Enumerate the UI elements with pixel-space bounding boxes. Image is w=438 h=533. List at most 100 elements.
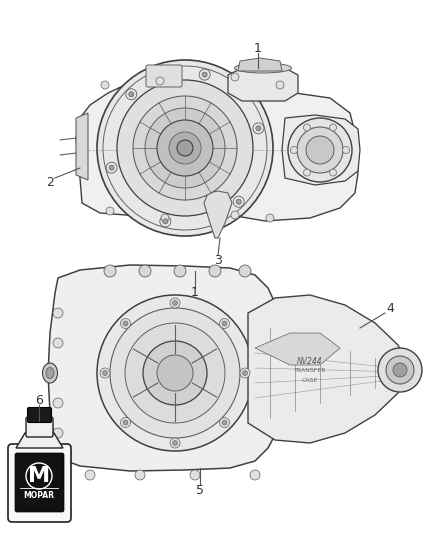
- Circle shape: [169, 132, 201, 164]
- Circle shape: [288, 118, 352, 182]
- FancyBboxPatch shape: [146, 65, 182, 87]
- Circle shape: [266, 214, 274, 222]
- Circle shape: [378, 348, 422, 392]
- Circle shape: [306, 136, 334, 164]
- Circle shape: [135, 470, 145, 480]
- Circle shape: [253, 123, 264, 134]
- Polygon shape: [238, 58, 282, 71]
- Circle shape: [219, 319, 230, 328]
- Circle shape: [53, 398, 63, 408]
- Text: M: M: [28, 466, 50, 486]
- Text: 6: 6: [35, 393, 43, 407]
- Circle shape: [123, 321, 128, 326]
- Circle shape: [161, 214, 169, 222]
- Circle shape: [157, 355, 193, 391]
- Circle shape: [143, 341, 207, 405]
- Circle shape: [126, 89, 137, 100]
- Circle shape: [110, 308, 240, 438]
- Text: 3: 3: [214, 254, 222, 268]
- Circle shape: [173, 440, 177, 446]
- Circle shape: [199, 69, 210, 80]
- Circle shape: [100, 368, 110, 378]
- Circle shape: [160, 216, 171, 227]
- Text: 1: 1: [191, 287, 199, 300]
- Text: 1: 1: [254, 42, 262, 54]
- Circle shape: [102, 370, 107, 376]
- Circle shape: [145, 108, 225, 188]
- FancyBboxPatch shape: [15, 453, 64, 512]
- Ellipse shape: [234, 63, 292, 73]
- FancyBboxPatch shape: [26, 417, 53, 437]
- Circle shape: [222, 420, 227, 425]
- Text: TRANSFER: TRANSFER: [294, 368, 326, 374]
- Circle shape: [386, 356, 414, 384]
- Circle shape: [174, 265, 186, 277]
- Ellipse shape: [42, 363, 57, 383]
- Circle shape: [202, 72, 207, 77]
- Text: 5: 5: [196, 484, 204, 497]
- Circle shape: [170, 438, 180, 448]
- Polygon shape: [228, 68, 298, 101]
- Circle shape: [240, 368, 250, 378]
- Circle shape: [170, 298, 180, 308]
- Circle shape: [177, 140, 193, 156]
- Circle shape: [190, 470, 200, 480]
- Circle shape: [243, 370, 247, 376]
- Circle shape: [239, 265, 251, 277]
- Circle shape: [219, 417, 230, 427]
- Circle shape: [97, 60, 273, 236]
- Circle shape: [123, 420, 128, 425]
- Circle shape: [329, 124, 336, 131]
- FancyBboxPatch shape: [8, 444, 71, 522]
- Circle shape: [125, 323, 225, 423]
- Circle shape: [120, 319, 131, 328]
- Polygon shape: [248, 295, 410, 443]
- Text: MOPAR: MOPAR: [24, 491, 54, 500]
- Circle shape: [117, 80, 253, 216]
- Circle shape: [53, 428, 63, 438]
- Circle shape: [106, 162, 117, 173]
- Circle shape: [222, 321, 227, 326]
- Circle shape: [256, 126, 261, 131]
- Circle shape: [106, 207, 114, 215]
- Circle shape: [156, 77, 164, 85]
- Polygon shape: [282, 115, 360, 185]
- Circle shape: [173, 301, 177, 305]
- Polygon shape: [204, 191, 232, 238]
- Ellipse shape: [46, 367, 54, 378]
- Circle shape: [85, 470, 95, 480]
- Circle shape: [133, 96, 237, 200]
- Circle shape: [109, 165, 114, 170]
- Circle shape: [231, 73, 239, 81]
- Circle shape: [120, 417, 131, 427]
- Circle shape: [276, 81, 284, 89]
- Circle shape: [157, 120, 213, 176]
- Circle shape: [163, 219, 168, 224]
- Circle shape: [101, 81, 109, 89]
- Circle shape: [304, 169, 311, 176]
- Circle shape: [236, 199, 241, 204]
- Text: CASE: CASE: [302, 377, 318, 383]
- Circle shape: [104, 265, 116, 277]
- Circle shape: [97, 295, 253, 451]
- Circle shape: [53, 308, 63, 318]
- Circle shape: [231, 211, 239, 219]
- Circle shape: [139, 265, 151, 277]
- Polygon shape: [76, 75, 358, 221]
- Text: NV244: NV244: [297, 357, 323, 366]
- Polygon shape: [76, 113, 88, 180]
- Text: 4: 4: [386, 302, 394, 314]
- Circle shape: [290, 147, 297, 154]
- Circle shape: [53, 338, 63, 348]
- Circle shape: [304, 124, 311, 131]
- Circle shape: [297, 127, 343, 173]
- Circle shape: [233, 196, 244, 207]
- Circle shape: [343, 147, 350, 154]
- Polygon shape: [16, 433, 63, 448]
- Circle shape: [393, 363, 407, 377]
- Polygon shape: [255, 333, 340, 365]
- Circle shape: [250, 470, 260, 480]
- Circle shape: [329, 169, 336, 176]
- Text: 2: 2: [46, 176, 54, 190]
- FancyBboxPatch shape: [28, 408, 52, 423]
